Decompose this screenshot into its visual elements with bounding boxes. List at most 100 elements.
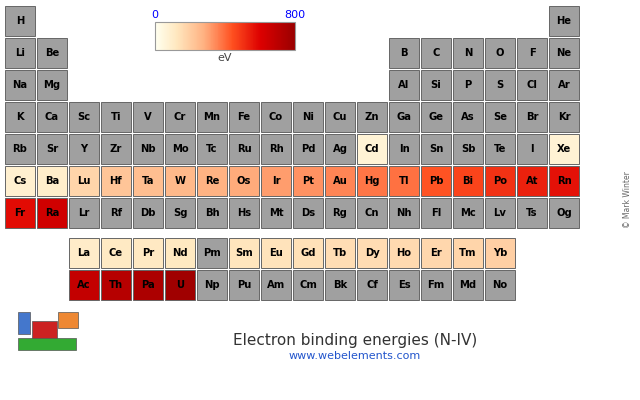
Bar <box>286 22 287 50</box>
Text: Ba: Ba <box>45 176 59 186</box>
Text: Rg: Rg <box>333 208 348 218</box>
Text: Ac: Ac <box>77 280 91 290</box>
Text: Au: Au <box>333 176 348 186</box>
Text: Cl: Cl <box>527 80 538 90</box>
Bar <box>101 102 131 132</box>
Text: Te: Te <box>494 144 506 154</box>
Text: Xe: Xe <box>557 144 571 154</box>
Bar <box>261 134 291 164</box>
Text: Ru: Ru <box>237 144 252 154</box>
Bar <box>517 70 547 100</box>
Bar <box>421 38 451 68</box>
Bar <box>241 22 242 50</box>
Bar <box>212 22 213 50</box>
Bar <box>133 102 163 132</box>
Bar <box>549 38 579 68</box>
Bar <box>357 134 387 164</box>
Text: Rn: Rn <box>557 176 572 186</box>
Bar <box>218 22 220 50</box>
Bar <box>268 22 269 50</box>
Bar <box>246 22 247 50</box>
Bar <box>231 22 232 50</box>
Bar <box>453 238 483 268</box>
Bar <box>293 102 323 132</box>
Bar <box>292 22 293 50</box>
Bar <box>5 102 35 132</box>
Bar <box>549 134 579 164</box>
Bar <box>155 22 156 50</box>
Bar <box>282 22 283 50</box>
Text: Ar: Ar <box>557 80 570 90</box>
Bar <box>163 22 164 50</box>
Bar <box>182 22 183 50</box>
Bar <box>453 38 483 68</box>
Text: He: He <box>557 16 572 26</box>
Text: H: H <box>16 16 24 26</box>
Text: Es: Es <box>397 280 410 290</box>
Bar <box>389 238 419 268</box>
Text: Ga: Ga <box>397 112 412 122</box>
Text: Cf: Cf <box>366 280 378 290</box>
Text: V: V <box>144 112 152 122</box>
Bar <box>165 270 195 300</box>
Bar <box>196 22 197 50</box>
Bar <box>261 22 262 50</box>
Bar <box>229 270 259 300</box>
Bar <box>255 22 256 50</box>
Bar <box>209 22 210 50</box>
Bar <box>237 22 238 50</box>
Text: Lv: Lv <box>493 208 506 218</box>
Bar <box>278 22 280 50</box>
Text: Po: Po <box>493 176 507 186</box>
Bar <box>453 134 483 164</box>
Bar <box>244 22 245 50</box>
Bar <box>254 22 255 50</box>
Bar <box>325 134 355 164</box>
Text: C: C <box>432 48 440 58</box>
Bar <box>176 22 177 50</box>
Bar <box>285 22 287 50</box>
Bar <box>293 238 323 268</box>
Bar <box>265 22 266 50</box>
Bar <box>133 270 163 300</box>
Bar <box>220 22 221 50</box>
Bar <box>191 22 192 50</box>
Bar <box>165 238 195 268</box>
Bar <box>37 166 67 196</box>
Bar <box>203 22 204 50</box>
Bar <box>133 198 163 228</box>
Text: Re: Re <box>205 176 219 186</box>
Text: Pm: Pm <box>203 248 221 258</box>
Bar <box>357 238 387 268</box>
Text: Ne: Ne <box>556 48 572 58</box>
Bar <box>208 22 209 50</box>
Text: Ti: Ti <box>111 112 121 122</box>
Bar <box>293 198 323 228</box>
Bar <box>215 22 216 50</box>
Bar <box>549 102 579 132</box>
Bar <box>188 22 189 50</box>
Bar <box>485 38 515 68</box>
Bar <box>69 102 99 132</box>
Bar <box>325 198 355 228</box>
Bar <box>198 22 199 50</box>
Bar <box>101 238 131 268</box>
Bar <box>325 166 355 196</box>
Text: No: No <box>492 280 508 290</box>
Bar <box>453 70 483 100</box>
Bar <box>485 238 515 268</box>
Bar <box>210 22 211 50</box>
Bar <box>288 22 289 50</box>
Bar <box>421 198 451 228</box>
Bar <box>180 22 181 50</box>
Bar <box>232 22 233 50</box>
Bar <box>201 22 202 50</box>
Text: Nh: Nh <box>396 208 412 218</box>
Text: Ra: Ra <box>45 208 59 218</box>
Bar <box>170 22 171 50</box>
Bar <box>453 198 483 228</box>
Bar <box>37 70 67 100</box>
Bar <box>5 38 35 68</box>
Bar <box>221 22 223 50</box>
Bar <box>485 70 515 100</box>
